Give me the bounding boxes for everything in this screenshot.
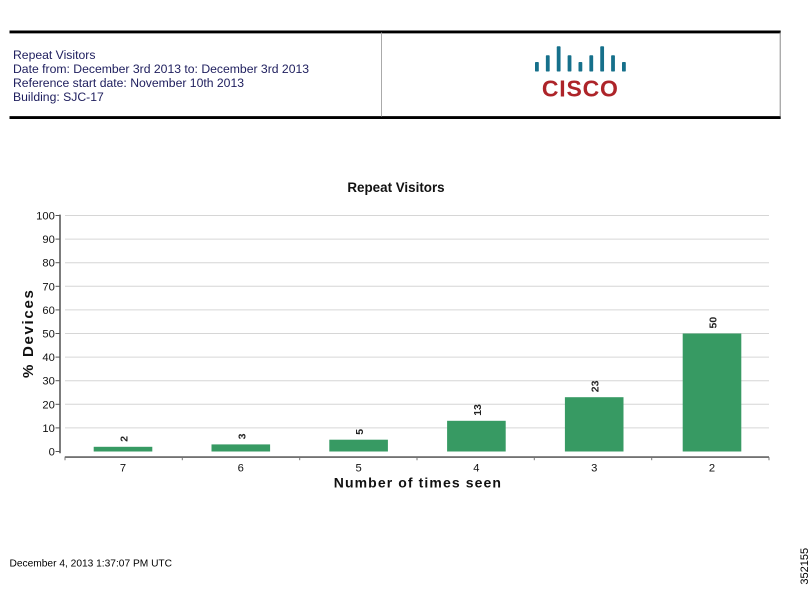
svg-text:13: 13 (472, 404, 484, 416)
svg-text:Number of times seen: Number of times seen (334, 474, 502, 490)
svg-text:Repeat Visitors: Repeat Visitors (13, 48, 95, 62)
svg-text:Repeat Visitors: Repeat Visitors (347, 180, 444, 195)
svg-text:30: 30 (42, 376, 54, 388)
svg-text:23: 23 (590, 380, 602, 392)
svg-text:7: 7 (120, 463, 126, 475)
svg-text:3: 3 (591, 463, 597, 475)
svg-text:4: 4 (473, 463, 479, 475)
svg-text:10: 10 (42, 423, 54, 435)
svg-text:CISCO: CISCO (542, 76, 619, 102)
svg-text:70: 70 (42, 281, 54, 293)
svg-text:90: 90 (42, 234, 54, 246)
svg-text:2: 2 (119, 436, 131, 442)
svg-text:5: 5 (354, 429, 366, 435)
svg-text:80: 80 (42, 258, 54, 270)
svg-text:50: 50 (42, 329, 54, 341)
svg-text:December 4, 2013 1:37:07 PM UT: December 4, 2013 1:37:07 PM UTC (10, 558, 173, 569)
svg-text:20: 20 (42, 399, 54, 411)
svg-text:5: 5 (355, 463, 361, 475)
svg-text:60: 60 (42, 305, 54, 317)
svg-text:40: 40 (42, 352, 54, 364)
svg-text:Building: SJC-17: Building: SJC-17 (13, 90, 104, 104)
svg-text:6: 6 (238, 463, 244, 475)
svg-text:352155: 352155 (799, 548, 811, 585)
svg-text:0: 0 (49, 447, 55, 459)
svg-text:3: 3 (236, 433, 248, 439)
svg-text:50: 50 (708, 317, 720, 329)
svg-text:Date from: December 3rd 2013 t: Date from: December 3rd 2013 to: Decembe… (13, 62, 309, 76)
svg-text:100: 100 (36, 211, 55, 223)
svg-text:% Devices: % Devices (20, 288, 37, 378)
svg-text:2: 2 (709, 463, 715, 475)
svg-text:Reference start date: November: Reference start date: November 10th 2013 (13, 76, 244, 90)
